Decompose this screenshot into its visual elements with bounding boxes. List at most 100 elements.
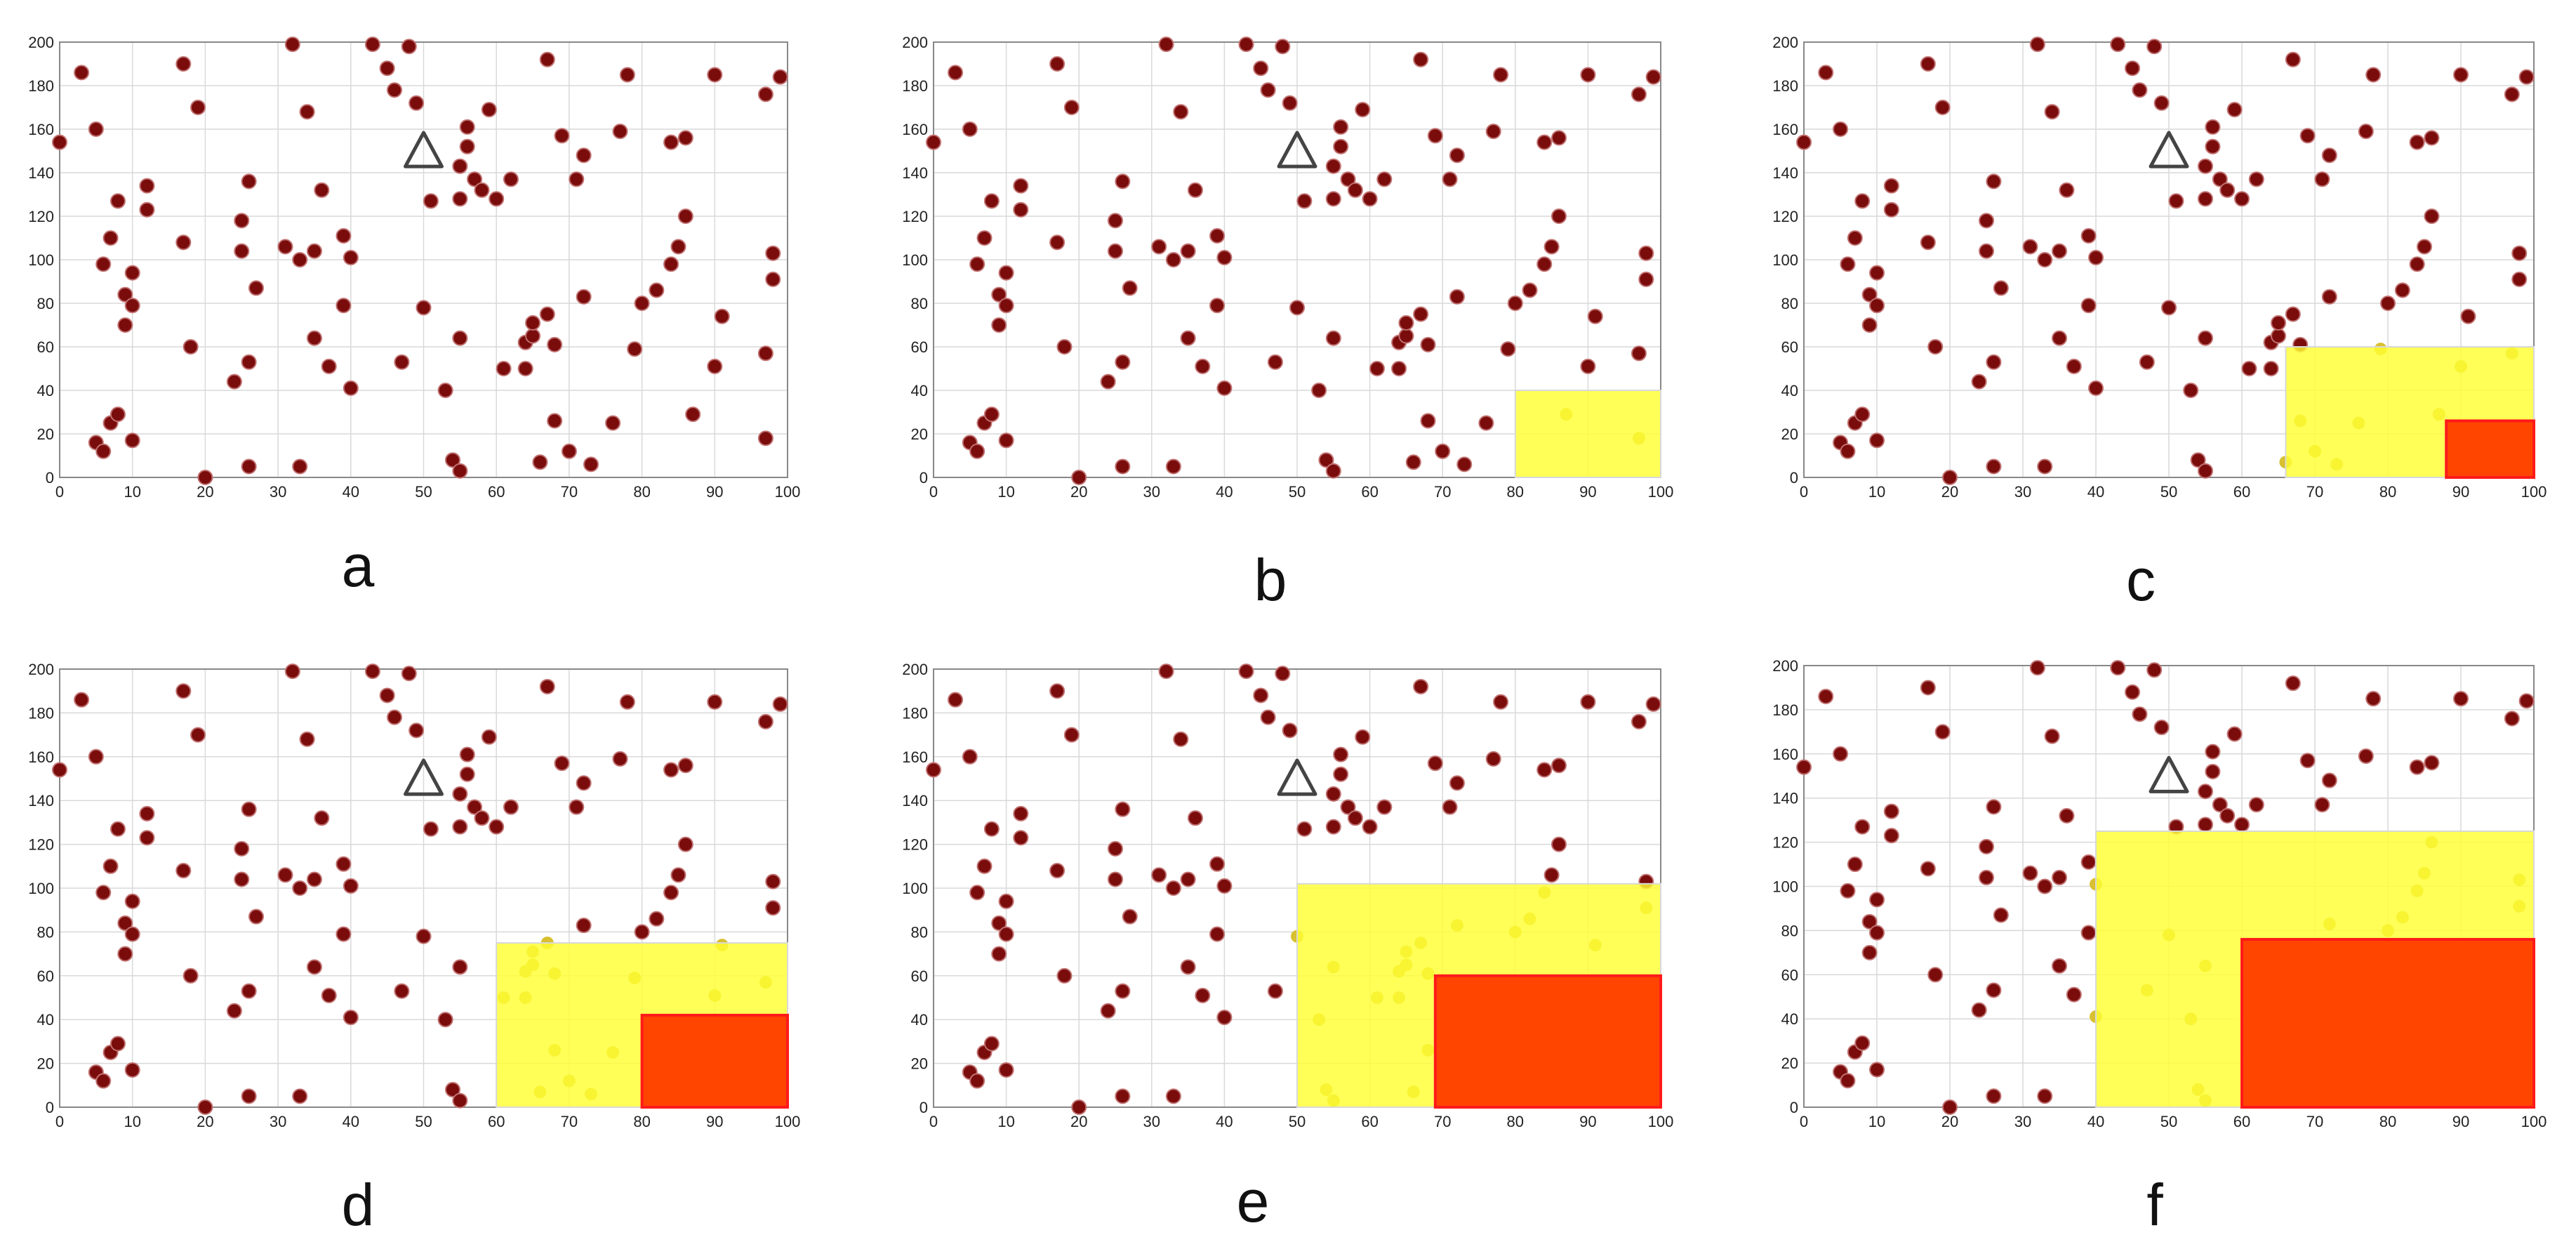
data-point <box>569 799 585 815</box>
data-point <box>605 415 621 431</box>
data-point <box>714 308 730 324</box>
data-point <box>2080 925 2097 941</box>
data-point <box>2052 869 2067 885</box>
data-point <box>248 909 264 925</box>
data-point <box>409 95 425 111</box>
x-tick-label: 20 <box>197 483 213 501</box>
data-point <box>306 959 322 975</box>
data-point <box>364 663 380 680</box>
data-point <box>1180 871 1196 887</box>
data-point <box>976 230 992 246</box>
data-point <box>2248 171 2264 187</box>
y-tick-label: 80 <box>1781 295 1798 312</box>
data-point <box>467 799 483 815</box>
data-point <box>1818 689 1834 705</box>
data-point <box>2080 227 2097 244</box>
x-tick-label: 50 <box>2160 1113 2177 1130</box>
data-point <box>2226 102 2243 118</box>
data-point <box>2409 759 2425 775</box>
data-point <box>175 234 192 251</box>
y-tick-label: 160 <box>1772 746 1798 763</box>
data-point <box>1209 298 1226 314</box>
x-tick-label: 30 <box>1143 483 1160 501</box>
data-point <box>182 967 199 984</box>
data-point <box>677 209 693 224</box>
data-point <box>2153 95 2170 111</box>
data-point <box>1333 746 1349 762</box>
data-point <box>2511 271 2528 287</box>
data-point <box>1861 944 1878 960</box>
data-point <box>1551 836 1567 852</box>
data-point <box>757 430 774 447</box>
data-point <box>1413 306 1429 322</box>
x-tick-label: 70 <box>561 1113 578 1130</box>
y-tick-label: 140 <box>1772 164 1798 182</box>
y-tick-label: 180 <box>28 77 54 95</box>
data-point <box>2219 807 2236 824</box>
data-point <box>416 928 432 944</box>
data-point <box>2037 252 2053 267</box>
data-point <box>109 821 126 837</box>
data-point <box>1049 683 1065 699</box>
data-point <box>379 687 395 703</box>
data-point <box>124 893 140 909</box>
data-point <box>2198 191 2213 207</box>
data-point <box>991 946 1007 962</box>
triangle-marker-icon <box>1277 131 1317 169</box>
data-point <box>292 880 308 896</box>
data-point <box>1934 100 1951 115</box>
data-point <box>663 762 679 778</box>
data-point <box>401 39 417 55</box>
y-tick-label: 40 <box>1781 382 1798 399</box>
data-point <box>1311 383 1327 398</box>
x-tick-label: 60 <box>488 483 505 501</box>
data-point <box>1187 182 1203 198</box>
y-tick-label: 160 <box>902 748 928 766</box>
data-point <box>772 696 788 712</box>
data-point <box>2022 865 2038 881</box>
y-tick-label: 20 <box>911 425 928 443</box>
data-point <box>1427 755 1443 772</box>
data-point <box>1209 926 1226 942</box>
data-point <box>1216 380 1233 396</box>
x-tick-label: 60 <box>488 1113 505 1130</box>
data-point <box>474 810 490 826</box>
data-point <box>2424 755 2440 771</box>
data-point <box>547 413 563 429</box>
data-point <box>1013 202 1029 218</box>
data-point <box>2110 37 2126 53</box>
search-region-red <box>2445 419 2535 480</box>
data-point <box>765 271 781 287</box>
data-point <box>2153 720 2170 736</box>
data-point <box>677 836 693 852</box>
data-point <box>175 683 192 699</box>
data-point <box>1056 339 1073 355</box>
y-tick-label: 140 <box>28 164 54 182</box>
x-tick-label: 50 <box>2160 483 2177 501</box>
y-tick-label: 180 <box>28 704 54 722</box>
data-point <box>1631 86 1647 103</box>
x-tick-label: 90 <box>2452 1113 2469 1130</box>
data-point <box>2110 660 2126 676</box>
data-point <box>489 191 505 207</box>
x-tick-label: 80 <box>1507 483 1524 501</box>
y-tick-label: 100 <box>1772 878 1798 896</box>
data-point <box>1986 982 2002 998</box>
data-point <box>2139 354 2155 370</box>
data-point <box>234 840 250 857</box>
data-point <box>1063 100 1080 115</box>
data-point <box>459 766 475 782</box>
data-point <box>2125 684 2140 700</box>
data-point <box>634 296 650 311</box>
data-point <box>1580 67 1596 83</box>
data-point <box>1325 330 1341 346</box>
panel-label: b <box>1254 547 1287 613</box>
y-tick-label: 100 <box>28 251 54 269</box>
data-point <box>503 171 519 187</box>
x-tick-label: 40 <box>2087 1113 2104 1130</box>
data-point <box>241 801 257 817</box>
x-tick-label: 90 <box>2452 483 2469 501</box>
data-point <box>1325 786 1341 802</box>
data-point <box>1369 361 1385 376</box>
data-point <box>1355 729 1371 745</box>
